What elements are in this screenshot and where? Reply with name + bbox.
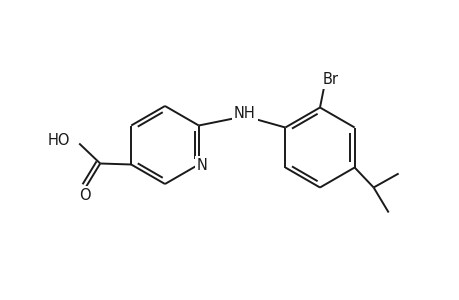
Text: N: N [196,158,207,173]
Text: NH: NH [234,106,255,121]
Text: O: O [79,188,91,202]
Text: Br: Br [322,72,338,87]
Text: HO: HO [48,133,70,148]
